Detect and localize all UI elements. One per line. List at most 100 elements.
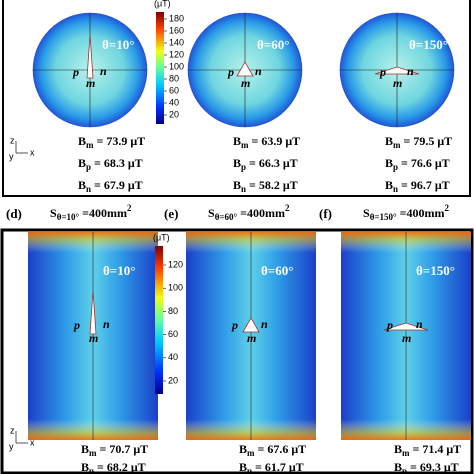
text: = 58.2 μT	[246, 178, 298, 192]
angle-label: θ=60°	[261, 263, 293, 278]
text: =400mm	[237, 206, 285, 220]
panel-label: (e)	[164, 206, 178, 221]
symbol: S	[208, 206, 215, 220]
colorbar-tick-label: 100	[169, 61, 184, 71]
subscript: n	[393, 184, 398, 194]
panel-label: (f)	[319, 206, 332, 221]
colorbar-tick-label: 160	[169, 25, 184, 35]
symbol: B	[78, 134, 86, 148]
subscript: n	[86, 184, 91, 194]
text: = 79.5 μT	[401, 134, 453, 148]
wedge	[383, 322, 429, 331]
panel-label: (d)	[6, 206, 22, 221]
wedge	[374, 66, 420, 75]
reading: Bm = 63.9 μT	[233, 134, 300, 150]
subscript: m	[402, 448, 410, 458]
point-label: m	[89, 331, 98, 345]
colorbar	[156, 12, 164, 124]
axis-label: y	[9, 441, 14, 451]
text: = 68.2 μT	[94, 460, 146, 474]
symbol: B	[239, 442, 247, 456]
reading: Sθ=10° =400mm2	[50, 203, 132, 222]
colorbar-tick-label: 20	[169, 109, 179, 119]
reading: Sθ=150° =400mm2	[363, 203, 449, 222]
colorbar-tick-label: 40	[169, 97, 179, 107]
axis-label: z	[10, 135, 15, 145]
point-label: n	[416, 317, 423, 331]
symbol: B	[394, 460, 402, 474]
point-label: n	[407, 64, 414, 78]
colorbar-tick-label: 40	[168, 352, 178, 362]
symbol: B	[81, 442, 89, 456]
point-label: n	[261, 317, 268, 331]
symbol: B	[81, 460, 89, 474]
point-label: p	[227, 65, 234, 79]
subscript: m	[247, 448, 255, 458]
reading: Bm = 67.6 μT	[239, 442, 306, 458]
angle-label: θ=60°	[257, 37, 289, 52]
bottom-frame	[0, 228, 474, 474]
symbol: B	[233, 156, 241, 170]
text: = 66.3 μT	[246, 156, 298, 170]
symbol: S	[363, 206, 370, 220]
reading: Bp = 68.2 μT	[81, 460, 146, 474]
colorbar-tick-label: 20	[168, 375, 178, 385]
text: = 67.9 μT	[91, 178, 143, 192]
reading: Bm = 71.4 μT	[394, 442, 461, 458]
point-label: p	[379, 65, 386, 79]
point-label: m	[241, 76, 250, 90]
angle-label: θ=10°	[103, 263, 135, 278]
wedge	[236, 61, 254, 77]
subscript: p	[86, 162, 91, 172]
superscript: 2	[285, 203, 290, 213]
subscript: m	[241, 140, 249, 150]
text: = 67.6 μT	[255, 442, 307, 456]
colorbar-tick-label: 100	[168, 283, 183, 293]
subscript: m	[86, 140, 94, 150]
reading: Bp = 68.3 μT	[78, 156, 143, 172]
colorbar-tick-label: 120	[169, 49, 184, 59]
text: = 63.9 μT	[249, 134, 301, 148]
symbol: B	[78, 156, 86, 170]
symbol: B	[233, 178, 241, 192]
axis-label: x	[30, 147, 35, 157]
angle-label: θ=150°	[409, 37, 448, 52]
axis-label: x	[30, 437, 35, 447]
subscript: θ=150°	[370, 212, 397, 222]
angle-label: θ=10°	[102, 37, 134, 52]
reading: Bm = 73.9 μT	[78, 134, 145, 150]
colorbar-tick-label: 80	[168, 306, 178, 316]
reading: Bm = 79.5 μT	[385, 134, 452, 150]
point-label: m	[393, 76, 402, 90]
reading: Bp = 76.6 μT	[385, 156, 450, 172]
superscript: 2	[127, 203, 132, 213]
subscript: p	[393, 162, 398, 172]
colorbar-tick-label: 180	[169, 13, 184, 23]
reading: Bn = 67.9 μT	[78, 178, 143, 194]
symbol: B	[78, 178, 86, 192]
text: =400mm	[397, 206, 445, 220]
wedge	[242, 317, 260, 333]
symbol: B	[233, 134, 241, 148]
subscript: p	[247, 466, 252, 474]
reading: Sθ=60° =400mm2	[208, 203, 290, 222]
text: = 68.3 μT	[91, 156, 143, 170]
subscript: p	[241, 162, 246, 172]
point-label: p	[72, 65, 79, 79]
text: = 71.4 μT	[410, 442, 462, 456]
reading: Bp = 61.7 μT	[239, 460, 304, 474]
subscript: θ=60°	[215, 212, 238, 222]
reading: Bp = 66.3 μT	[233, 156, 298, 172]
colorbar-unit: (μT)	[154, 0, 171, 8]
subscript: θ=10°	[57, 212, 80, 222]
text: = 76.6 μT	[398, 156, 450, 170]
top-frame	[2, 0, 471, 197]
text: = 69.3 μT	[407, 460, 459, 474]
subscript: p	[402, 466, 407, 474]
point-label: p	[73, 318, 80, 332]
reading: Bp = 69.3 μT	[394, 460, 459, 474]
point-label: m	[86, 76, 95, 90]
point-label: n	[255, 64, 262, 78]
colorbar	[155, 246, 163, 394]
